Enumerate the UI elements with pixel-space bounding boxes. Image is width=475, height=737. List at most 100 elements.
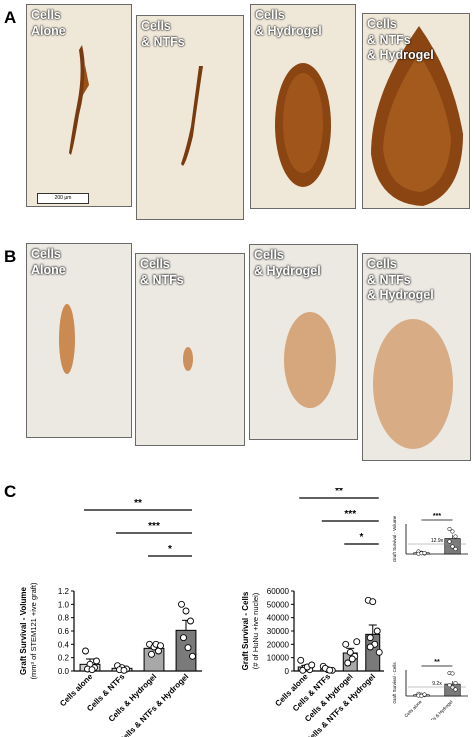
tile-label: Cells Alone xyxy=(31,247,66,277)
tile-label: Cells & Hydrogel xyxy=(254,248,321,278)
x-tick-label: Cells alone xyxy=(403,699,423,719)
data-point xyxy=(187,617,194,625)
significance-label: ** xyxy=(434,659,440,666)
data-point xyxy=(353,638,361,646)
micrograph-b-cells-hydrogel: Cells & Hydrogel xyxy=(249,244,358,440)
y-tick-label: 1.2 xyxy=(58,587,70,596)
tile-label: Cells Alone xyxy=(31,8,66,38)
y-tick-label: 50000 xyxy=(267,600,290,609)
significance-label: * xyxy=(360,532,364,543)
data-point xyxy=(375,648,383,656)
data-point xyxy=(342,640,350,648)
data-point xyxy=(308,661,316,669)
y-tick-label: 0 xyxy=(285,667,290,676)
y-tick-label: 40000 xyxy=(267,614,290,623)
y-tick-label: 0.0 xyxy=(58,667,70,676)
panel-letter-b: B xyxy=(4,247,17,266)
micrograph-b-cells-ntfs-hydrogel: Cells & NTFs & Hydrogel xyxy=(362,253,471,461)
y-tick-label: 20000 xyxy=(267,640,290,649)
y-axis-subtitle: (# of HuNu +ive nuclei) xyxy=(251,592,260,669)
significance-label: * xyxy=(168,544,172,555)
data-point xyxy=(344,659,352,667)
panel-letter-a: A xyxy=(4,8,17,27)
tile-label: Cells & NTFs xyxy=(141,19,185,49)
scale-bar: 200 µm xyxy=(37,193,89,204)
data-point xyxy=(93,657,100,665)
data-point xyxy=(450,671,455,676)
stain-trace-icon xyxy=(69,45,89,155)
data-point xyxy=(373,627,381,635)
y-tick-label: 0.8 xyxy=(58,614,70,623)
y-axis-subtitle: (mm³ of STEM121 +ive graft) xyxy=(29,582,38,679)
chart-graft-volume: 0.0 0.2 0.4 0.6 0.8 1.0 1.2 Graft Survival - Vo… xyxy=(19,498,202,737)
significance-label: ** xyxy=(134,498,142,509)
micrograph-b-cells-ntfs: Cells & NTFs xyxy=(135,253,245,446)
y-tick-label: 10000 xyxy=(267,654,290,663)
data-point xyxy=(184,644,192,652)
data-point xyxy=(299,666,307,674)
data-point xyxy=(450,529,455,534)
data-point xyxy=(297,656,305,664)
data-point xyxy=(88,666,96,674)
data-point xyxy=(453,687,458,692)
y-axis-title: Graft Survival - Cells xyxy=(241,591,250,670)
stain-blob-icon xyxy=(275,63,331,187)
data-point xyxy=(369,598,377,606)
y-tick-label: 1.0 xyxy=(58,600,70,609)
chart-graft-cells: 0 10000 20000 30000 40000 50000 60000 Graft Sur… xyxy=(241,488,384,737)
micrograph-a-cells-ntfs: Cells & NTFs xyxy=(136,15,244,220)
micrograph-a-cells-alone: Cells Alone 200 µm xyxy=(26,4,132,207)
data-point xyxy=(148,650,155,658)
micrograph-a-cells-ntfs-hydrogel: Cells & NTFs & Hydrogel xyxy=(362,13,470,209)
micrograph-a-cells-hydrogel: Cells & Hydrogel xyxy=(250,4,356,209)
y-tick-label: 0.2 xyxy=(58,654,70,663)
data-point xyxy=(450,544,455,549)
tile-label: Cells & NTFs & Hydrogel xyxy=(367,17,434,63)
significance-label: *** xyxy=(148,521,160,532)
significance-label: *** xyxy=(433,513,441,520)
y-tick-label: 0.4 xyxy=(58,640,70,649)
nuclei-scatter-icon xyxy=(373,319,453,449)
y-tick-label: 0.6 xyxy=(58,627,70,636)
data-point xyxy=(422,550,427,556)
data-point xyxy=(182,607,190,615)
data-point xyxy=(453,546,458,552)
panel-letter-c: C xyxy=(4,482,17,501)
significance-label: *** xyxy=(344,509,356,520)
y-axis-title: Graft Survival - Volume xyxy=(19,587,28,675)
y-axis-title: Graft Survival - Volume xyxy=(392,515,397,562)
fold-annotation: 9.2x xyxy=(432,681,442,687)
data-point xyxy=(178,600,185,608)
data-point xyxy=(453,534,458,539)
data-point xyxy=(422,692,427,697)
fold-annotation: 12.9x xyxy=(431,538,444,544)
nuclei-scatter-icon xyxy=(183,347,193,371)
data-point xyxy=(180,634,187,642)
stain-trace-icon xyxy=(181,66,203,166)
tile-label: Cells & NTFs & Hydrogel xyxy=(367,257,434,303)
tile-label: Cells & Hydrogel xyxy=(255,8,322,38)
data-point xyxy=(366,643,374,651)
micrograph-b-cells-alone: Cells Alone xyxy=(26,243,132,438)
data-point xyxy=(447,539,452,544)
stain-blob-icon xyxy=(371,26,463,206)
y-tick-label: 60000 xyxy=(267,587,290,596)
data-point xyxy=(366,634,374,642)
nuclei-scatter-icon xyxy=(59,304,75,374)
data-point xyxy=(453,680,458,686)
data-point xyxy=(326,666,334,674)
y-tick-label: 30000 xyxy=(267,627,290,636)
data-point xyxy=(348,655,356,663)
data-point xyxy=(447,526,452,532)
y-axis-title: Graft Survival - Cells xyxy=(392,662,397,704)
inset-chart-volume: Graft Survival - Volume 12.9x *** xyxy=(392,513,468,562)
data-point xyxy=(450,685,455,690)
significance-label: ** xyxy=(335,488,343,497)
data-point xyxy=(157,642,164,650)
nuclei-scatter-icon xyxy=(284,312,336,408)
data-point xyxy=(120,666,128,674)
data-point xyxy=(346,648,354,656)
data-point xyxy=(82,647,89,655)
inset-chart-cells: Graft Survival - Cells 9.2x**Cells aloneC… xyxy=(392,659,468,720)
tile-label: Cells & NTFs xyxy=(140,257,184,287)
